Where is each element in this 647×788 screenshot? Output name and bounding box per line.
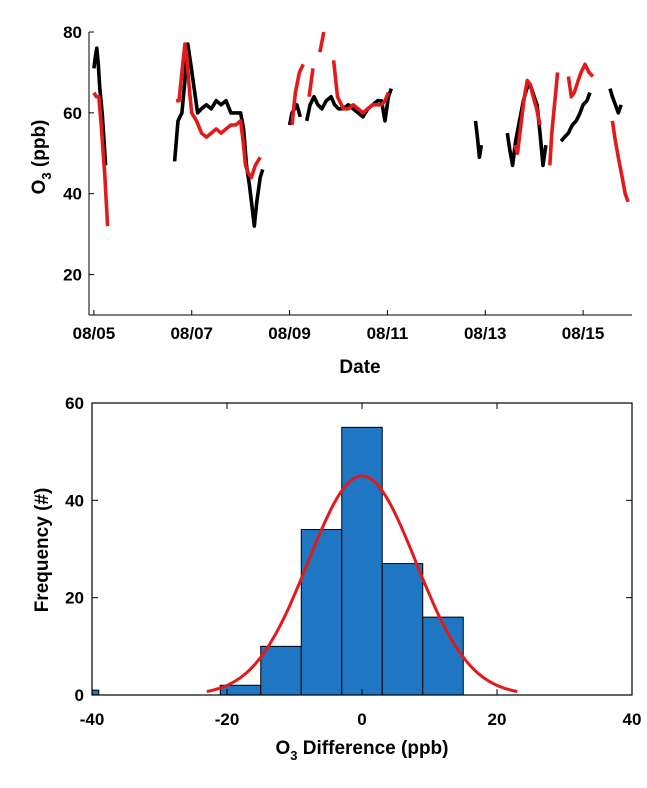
ts-x-tick-label: 08/05 xyxy=(73,324,116,343)
modeled-series-segment xyxy=(331,60,391,115)
hist-x-tick-label: -40 xyxy=(80,710,105,729)
modeled-series-segment xyxy=(610,120,630,203)
hist-x-tick-label: 40 xyxy=(623,710,642,729)
observed-series-segment xyxy=(473,120,484,160)
ts-y-ticks: 20 40 60 80 xyxy=(63,23,94,285)
observed-series-segment xyxy=(304,87,393,123)
ts-y-tick-label: 60 xyxy=(63,104,82,123)
hist-y-tick-label: 0 xyxy=(75,686,84,705)
observed-series-segment xyxy=(92,46,108,166)
histogram-bar xyxy=(381,563,424,696)
observed-series-segment xyxy=(608,88,623,115)
ts-x-ticks: 08/05 08/07 08/09 08/11 08/13 08/15 xyxy=(73,310,605,343)
hist-x-tick-label: -20 xyxy=(215,710,240,729)
ozone-time-series-chart: 08/05 08/07 08/09 08/11 08/13 08/15 20406080 … xyxy=(29,23,632,378)
histogram-bar xyxy=(260,645,302,696)
modeled-series-segment xyxy=(290,63,305,126)
modeled-series-segment xyxy=(307,68,315,97)
modeled-series-segment xyxy=(548,72,560,166)
hist-x-tick-label: 0 xyxy=(357,710,366,729)
histogram-bar xyxy=(91,689,100,696)
histogram-bar xyxy=(341,426,383,696)
ts-y-axis-label: O3 (ppb) xyxy=(29,120,54,195)
ts-y-tick-label: 80 xyxy=(63,23,82,42)
ts-x-tick-label: 08/09 xyxy=(268,324,311,343)
ts-x-tick-label: 08/15 xyxy=(562,324,605,343)
observed-series-segment xyxy=(559,91,592,143)
histogram-bar xyxy=(300,529,343,696)
hist-x-axis-label: O3 Difference (ppb) xyxy=(276,738,449,763)
hist-y-tick-label: 20 xyxy=(65,589,84,608)
ts-plot-area xyxy=(89,32,632,315)
modeled-series-segment xyxy=(176,42,262,180)
hist-y-tick-label: 40 xyxy=(65,491,84,510)
hist-x-ticks: -40 -20 0 20 40 xyxy=(80,403,642,729)
modeled-series-segment xyxy=(566,62,595,99)
ts-series-group xyxy=(92,31,630,228)
ts-x-axis-label: Date xyxy=(339,357,380,378)
ts-y-tick-label: 40 xyxy=(63,185,82,204)
modeled-series-segment xyxy=(512,78,542,156)
hist-y-tick-label: 60 xyxy=(65,394,84,413)
ts-x-tick-label: 08/07 xyxy=(170,324,213,343)
hist-y-ticks: 0 20 40 60 xyxy=(65,394,632,705)
hist-y-axis-label: Frequency (#) xyxy=(32,488,53,613)
observed-series-segment xyxy=(172,42,265,228)
ts-x-tick-label: 08/13 xyxy=(464,324,507,343)
hist-x-tick-label: 20 xyxy=(488,710,507,729)
modeled-series-segment xyxy=(318,31,326,53)
histogram-bar xyxy=(422,616,464,696)
ts-y-tick-label: 20 xyxy=(63,266,82,285)
ts-x-tick-label: 08/11 xyxy=(367,324,409,343)
modeled-series-segment xyxy=(92,91,110,227)
normal-fit-curve xyxy=(206,474,518,693)
